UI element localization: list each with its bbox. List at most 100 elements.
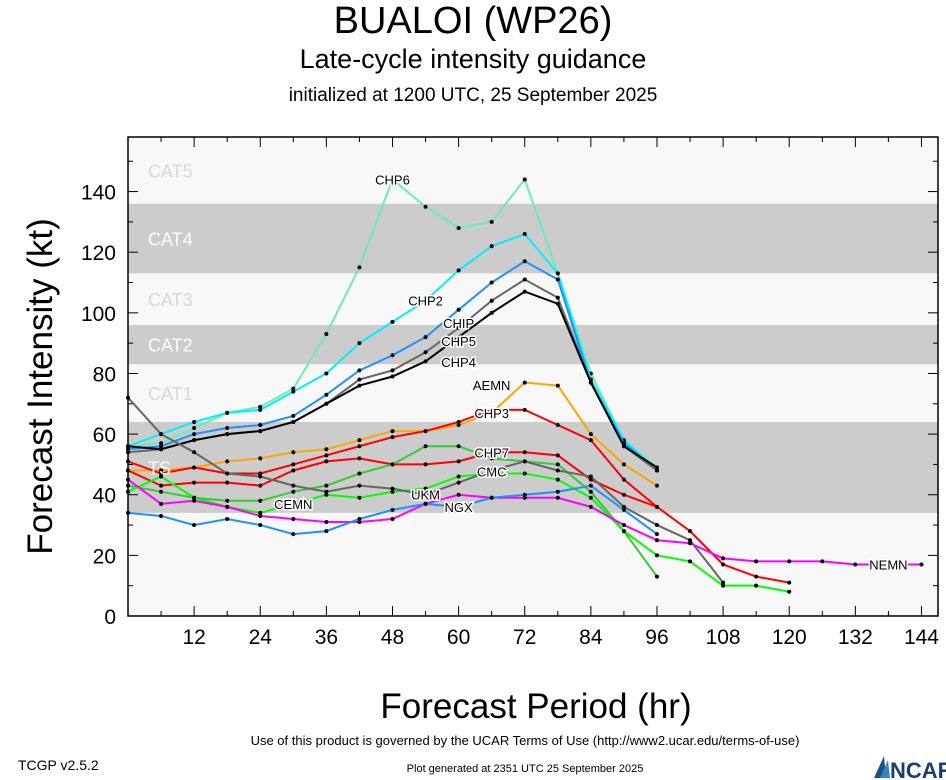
data-point-chp6	[291, 386, 296, 391]
data-point-aemn	[258, 471, 263, 476]
data-point-chp6	[258, 404, 263, 409]
data-point-chp7	[456, 459, 461, 464]
data-point-chp6	[489, 219, 494, 224]
data-point-nemn	[522, 495, 527, 500]
data-point-cemn	[555, 477, 560, 482]
init-time: initialized at 1200 UTC, 25 September 20…	[288, 85, 658, 106]
series-label: CHIP	[443, 316, 474, 331]
data-point-nemn	[654, 538, 659, 543]
data-point-nemn	[456, 492, 461, 497]
data-point-aemn	[192, 465, 197, 470]
data-point-ngx	[258, 523, 263, 528]
series-label: CHP5	[441, 334, 476, 349]
data-point-ukm	[555, 468, 560, 473]
data-point-chp3	[159, 468, 164, 473]
data-point-ukm	[225, 471, 230, 476]
data-point-chip	[159, 444, 164, 449]
data-point-chp7	[489, 450, 494, 455]
data-point-chip	[357, 368, 362, 373]
data-point-ngx	[621, 507, 626, 512]
data-point-chp4	[159, 447, 164, 452]
data-point-chp4	[588, 380, 593, 385]
data-point-cmc	[390, 462, 395, 467]
data-point-chp6	[423, 204, 428, 209]
data-point-chp4	[126, 444, 130, 449]
data-point-chp7	[258, 483, 263, 488]
data-point-nemn	[820, 559, 825, 564]
data-point-chp7	[357, 456, 362, 461]
data-point-chip	[456, 307, 461, 312]
band-label: CAT2	[148, 336, 193, 356]
data-point-cmc	[258, 498, 263, 503]
data-point-chp5	[357, 377, 362, 382]
data-point-chp3	[225, 459, 230, 464]
data-point-cemn	[291, 501, 296, 506]
data-point-cemn	[754, 583, 759, 588]
data-point-chp5	[522, 277, 527, 282]
data-point-chp7	[522, 450, 527, 455]
data-point-chp7	[423, 462, 428, 467]
data-point-chp2	[258, 407, 263, 412]
data-point-nemn	[357, 520, 362, 525]
data-point-nemn	[291, 516, 296, 521]
data-point-nemn	[555, 495, 560, 500]
data-point-nemn	[754, 559, 759, 564]
x-tick-label: 36	[315, 626, 338, 649]
data-point-chip	[555, 277, 560, 282]
data-point-ukm	[357, 483, 362, 488]
data-point-chp5	[126, 450, 130, 455]
data-point-nemn	[919, 562, 924, 567]
data-point-aemn	[456, 419, 461, 424]
x-axis-label: Forecast Period (hr)	[380, 687, 691, 726]
data-point-chp7	[291, 468, 296, 473]
data-point-aemn	[357, 444, 362, 449]
data-point-ukm	[126, 395, 130, 400]
data-point-chp7	[159, 483, 164, 488]
data-point-chp4	[390, 374, 395, 379]
data-point-chp2	[390, 319, 395, 324]
data-point-chp5	[489, 298, 494, 303]
data-point-cemn	[688, 559, 693, 564]
x-tick-label: 132	[838, 626, 873, 649]
x-tick-label: 108	[706, 626, 741, 649]
data-point-chp2	[357, 341, 362, 346]
plot-frame	[127, 136, 939, 617]
data-point-ukm	[258, 474, 263, 479]
y-axis-label: Forecast Intensity (kt)	[21, 218, 60, 554]
data-point-chp4	[423, 359, 428, 364]
data-point-cemn	[390, 489, 395, 494]
data-point-ngx	[324, 529, 329, 534]
data-point-chip	[225, 426, 230, 431]
data-point-ukm	[654, 523, 659, 528]
data-point-chp3	[588, 432, 593, 437]
ncar-logo: NCAR	[874, 756, 946, 780]
data-point-cmc	[126, 483, 130, 488]
data-point-chp3	[522, 380, 527, 385]
data-point-ngx	[291, 532, 296, 537]
data-point-aemn	[291, 462, 296, 467]
intensity-band	[128, 273, 938, 325]
data-point-chp4	[456, 335, 461, 340]
data-point-ukm	[291, 483, 296, 488]
data-point-nemn	[688, 541, 693, 546]
x-tick-label: 84	[579, 626, 603, 649]
data-point-chp4	[555, 301, 560, 306]
data-point-chp5	[456, 325, 461, 330]
data-point-nemn	[588, 504, 593, 509]
data-point-ukm	[192, 450, 197, 455]
data-point-chp6	[357, 265, 362, 270]
data-point-chp2	[522, 232, 527, 237]
data-point-cemn	[456, 474, 461, 479]
data-point-cmc	[654, 574, 659, 579]
data-point-chip	[324, 392, 329, 397]
data-point-cemn	[588, 495, 593, 500]
data-point-chp2	[555, 271, 560, 276]
data-point-chp7	[721, 562, 726, 567]
y-tick-label: 120	[81, 242, 116, 265]
data-point-chp2	[489, 244, 494, 249]
intensity-band	[128, 421, 938, 513]
data-point-ukm	[159, 432, 164, 437]
data-point-ngx	[456, 504, 461, 509]
data-point-cemn	[522, 471, 527, 476]
